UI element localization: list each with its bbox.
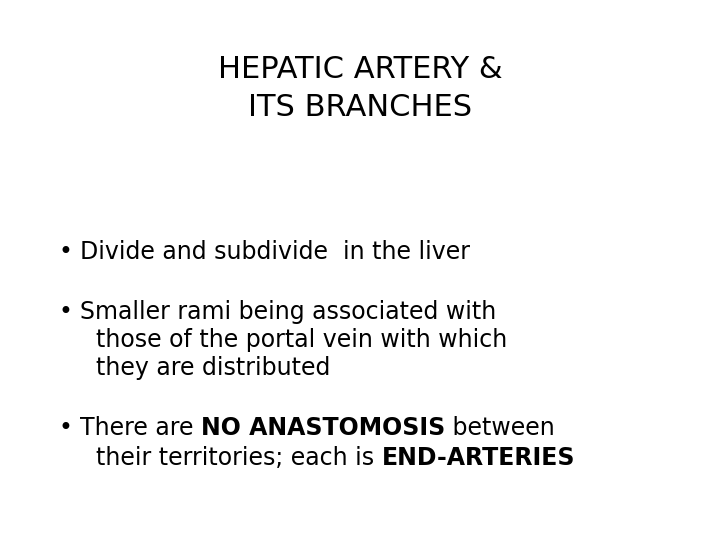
Text: •: • (58, 416, 72, 440)
Text: their territories; each is: their territories; each is (96, 446, 382, 470)
Text: Divide and subdivide  in the liver: Divide and subdivide in the liver (80, 240, 470, 264)
Text: There are: There are (80, 416, 201, 440)
Text: those of the portal vein with which: those of the portal vein with which (96, 328, 508, 352)
Text: they are distributed: they are distributed (96, 356, 330, 380)
Text: between: between (445, 416, 555, 440)
Text: END-ARTERIES: END-ARTERIES (382, 446, 575, 470)
Text: ITS BRANCHES: ITS BRANCHES (248, 93, 472, 122)
Text: •: • (58, 240, 72, 264)
Text: HEPATIC ARTERY &: HEPATIC ARTERY & (217, 55, 503, 84)
Text: •: • (58, 300, 72, 324)
Text: NO ANASTOMOSIS: NO ANASTOMOSIS (201, 416, 445, 440)
Text: Smaller rami being associated with: Smaller rami being associated with (80, 300, 496, 324)
